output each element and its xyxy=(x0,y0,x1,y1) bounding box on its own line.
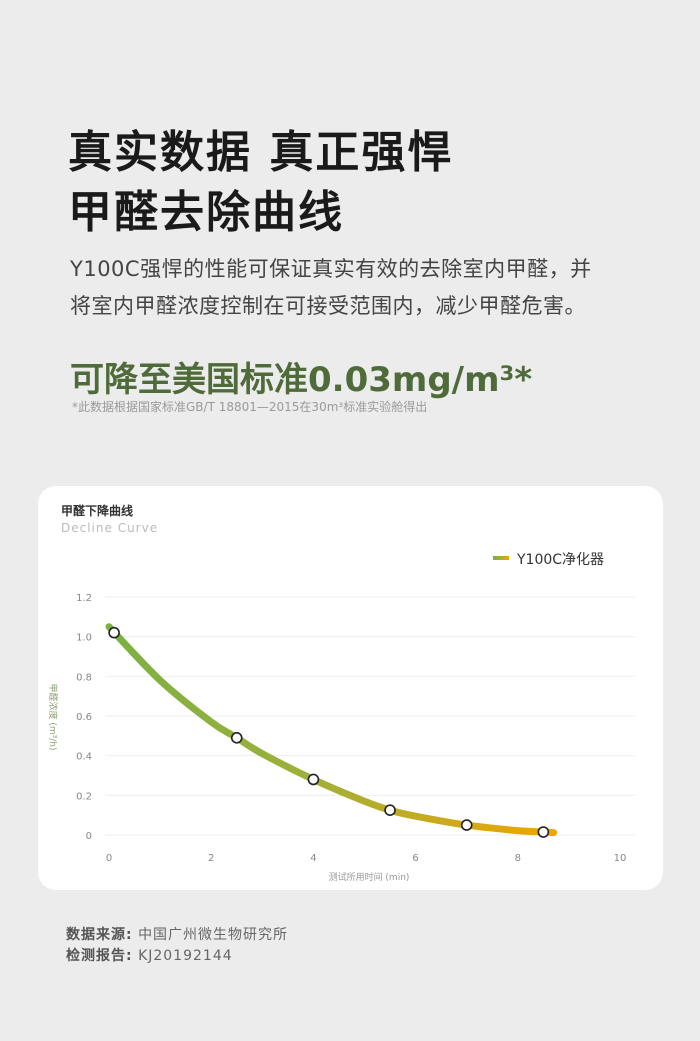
legend-swatch xyxy=(493,556,509,560)
y-tick-label: 1.0 xyxy=(76,633,92,644)
data-point xyxy=(537,826,550,838)
y-tick-label: 0.8 xyxy=(76,672,92,683)
chart-subtitle: Decline Curve xyxy=(61,521,158,535)
x-axis-label: 测试所用时间 (min) xyxy=(329,871,410,883)
headline-line2: 甲醛去除曲线 xyxy=(68,187,344,238)
report-label: 检测报告: xyxy=(66,948,133,964)
chart-title: 甲醛下降曲线 xyxy=(61,503,133,518)
x-tick-label: 2 xyxy=(208,853,214,864)
x-tick-label: 0 xyxy=(106,853,112,864)
report-value: KJ20192144 xyxy=(138,948,233,964)
y-tick-label: 0.6 xyxy=(76,712,92,723)
source-label: 数据来源: xyxy=(66,927,133,943)
data-point xyxy=(108,626,120,639)
footnote: *此数据根据国家标准GB/T 18801—2015在30m³标准实验舱得出 xyxy=(72,400,428,414)
data-point xyxy=(230,732,243,744)
chart-card xyxy=(38,486,663,890)
y-tick-label: 0 xyxy=(86,831,92,842)
description-line1: Y100C强悍的性能可保证真实有效的去除室内甲醛，并 xyxy=(70,257,592,281)
x-tick-label: 8 xyxy=(515,853,521,864)
x-tick-label: 10 xyxy=(614,853,627,864)
data-point xyxy=(460,819,473,831)
x-tick-label: 4 xyxy=(310,853,316,864)
source-value: 中国广州微生物研究所 xyxy=(138,927,289,943)
y-tick-label: 1.2 xyxy=(76,593,92,604)
y-axis-label: 甲醛浓度 (m³/h) xyxy=(47,684,59,751)
data-point xyxy=(307,773,320,786)
y-tick-label: 0.4 xyxy=(76,752,92,763)
y-tick-label: 0.2 xyxy=(76,791,92,802)
description-line2: 将室内甲醛浓度控制在可接受范围内，减少甲醛危害。 xyxy=(70,294,586,318)
legend-label: Y100C净化器 xyxy=(516,552,604,568)
data-point xyxy=(384,804,396,817)
series-line xyxy=(105,623,558,837)
x-tick-label: 6 xyxy=(412,853,418,864)
headline-line1: 真实数据 真正强悍 xyxy=(68,127,454,178)
highlight-standard: 可降至美国标准0.03mg/m³* xyxy=(70,360,533,400)
